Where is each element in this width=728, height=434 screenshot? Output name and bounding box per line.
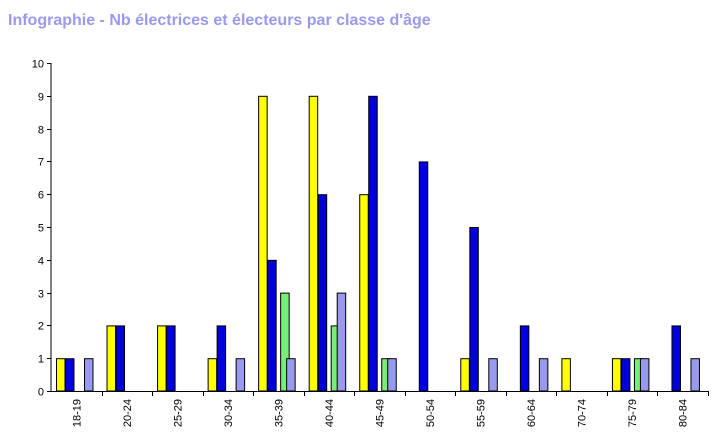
bar [84, 358, 94, 392]
bar [418, 161, 429, 392]
y-tick-label: 9 [38, 92, 44, 104]
x-tick-label: 30-34 [223, 399, 235, 427]
bar [460, 358, 470, 392]
y-tick-label: 2 [38, 321, 44, 333]
x-tick-label: 35-39 [273, 399, 285, 427]
bar [56, 358, 66, 392]
bar [235, 358, 246, 392]
x-tick-label: 80-84 [678, 399, 690, 427]
y-tick-label: 6 [38, 190, 44, 202]
bar [561, 358, 571, 392]
bar [258, 95, 268, 392]
x-tick-label: 18-19 [71, 399, 83, 427]
y-tick-label: 7 [38, 157, 44, 169]
bar [65, 358, 75, 392]
x-tick-label: 40-44 [324, 399, 336, 427]
bar [387, 358, 397, 392]
x-tick-label: 70-74 [577, 399, 589, 427]
bar [671, 325, 681, 392]
bar [216, 325, 227, 392]
bar [267, 259, 277, 392]
x-tick-label: 20-24 [122, 399, 134, 427]
y-tick-label: 10 [32, 59, 44, 71]
bar [359, 194, 369, 392]
bar [336, 292, 347, 392]
x-tick-label: 60-64 [526, 399, 538, 427]
bars [56, 95, 700, 392]
bar [469, 227, 479, 392]
bar [620, 358, 631, 392]
x-tick-label: 75-79 [627, 399, 639, 427]
bar [106, 325, 117, 392]
bar [157, 325, 167, 392]
x-tick-label: 25-29 [172, 399, 184, 427]
bar [317, 194, 328, 392]
bar [166, 325, 176, 392]
x-tick-label: 45-49 [375, 399, 387, 427]
bar [280, 292, 290, 392]
chart-title: Infographie - Nb électrices et électeurs… [8, 12, 431, 29]
bar [519, 325, 530, 392]
y-tick-label: 3 [38, 289, 44, 301]
bar [115, 325, 126, 392]
bar [368, 95, 378, 392]
y-tick-label: 4 [38, 256, 44, 268]
bar [611, 358, 622, 392]
x-axis: 18-19 20-24 25-29 30-34 35-39 40-44 45-49 50-54… [51, 391, 709, 427]
bar [308, 95, 319, 392]
bar [639, 358, 650, 392]
y-tick-label: 0 [38, 387, 44, 399]
y-tick-label: 5 [38, 223, 44, 235]
y-tick-label: 1 [38, 354, 44, 366]
bar [538, 358, 549, 392]
x-tick-label: 55-59 [476, 399, 488, 427]
bar [488, 358, 498, 392]
bar [286, 358, 296, 392]
x-tick-label: 50-54 [425, 399, 437, 427]
bar [690, 358, 700, 392]
y-axis: 0 1 2 3 4 5 6 7 8 9 10 [32, 59, 52, 399]
y-tick-label: 8 [38, 125, 44, 137]
bar [207, 358, 218, 392]
